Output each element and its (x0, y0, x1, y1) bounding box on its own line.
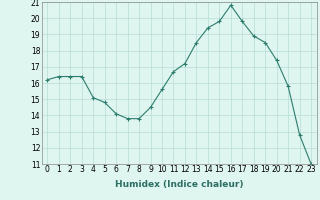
X-axis label: Humidex (Indice chaleur): Humidex (Indice chaleur) (115, 180, 244, 189)
